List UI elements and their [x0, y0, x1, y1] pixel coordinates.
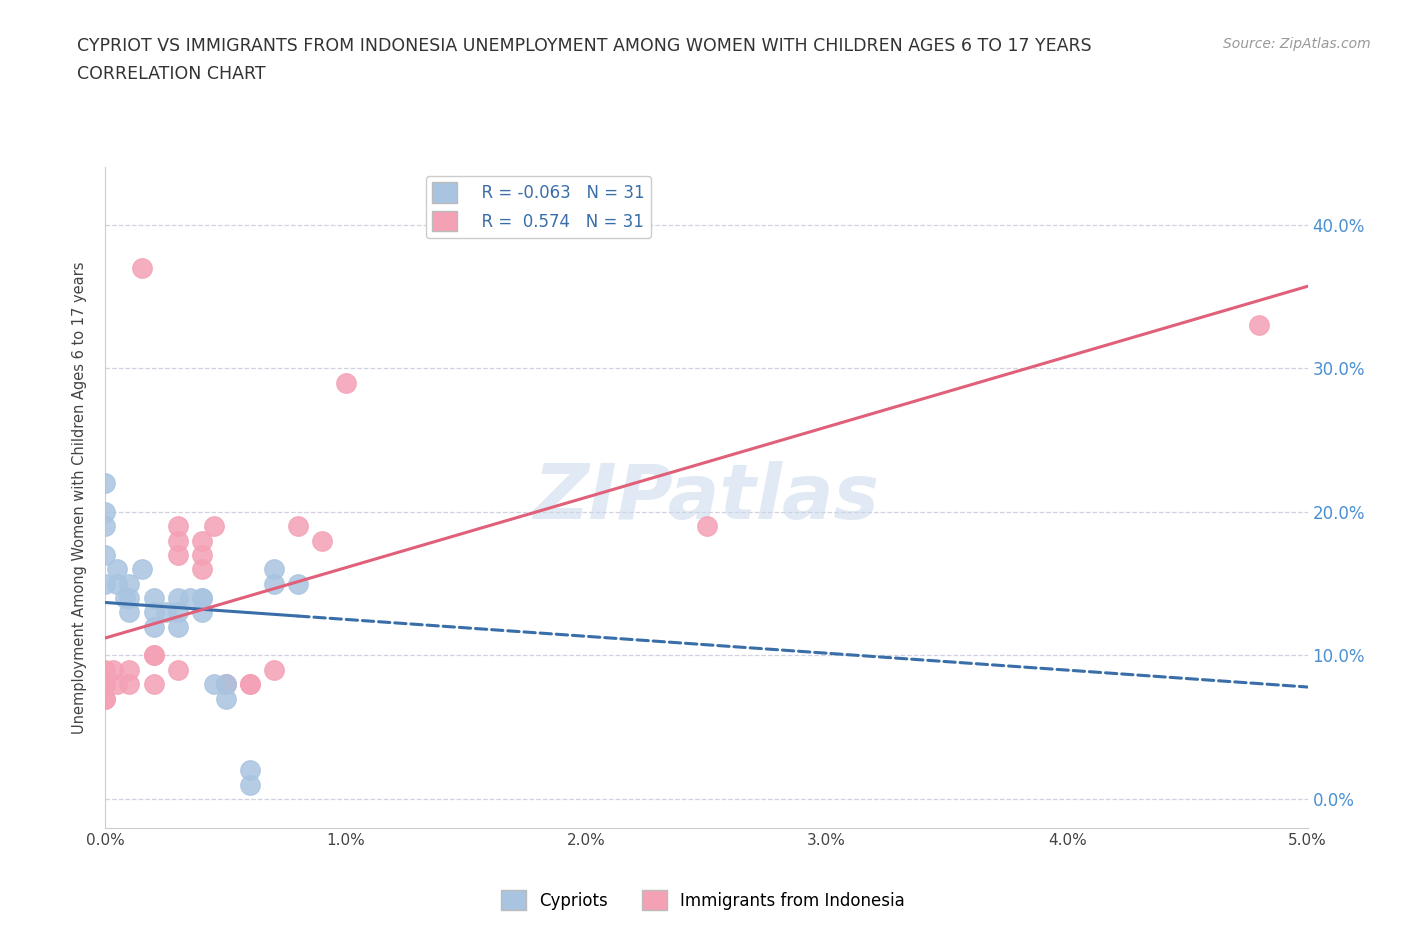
Point [94, 577, 117, 591]
Legend:   R = -0.063   N = 31,   R =  0.574   N = 31: R = -0.063 N = 31, R = 0.574 N = 31 [426, 176, 651, 238]
Point [155, 604, 177, 619]
Point [263, 562, 285, 577]
Point [107, 577, 129, 591]
Point [202, 677, 225, 692]
Point [94, 662, 117, 677]
Point [311, 533, 333, 548]
Point [287, 577, 309, 591]
Point [118, 591, 141, 605]
Point [696, 519, 718, 534]
Text: Source: ZipAtlas.com: Source: ZipAtlas.com [1223, 37, 1371, 51]
Point [1249, 318, 1271, 333]
Point [166, 519, 188, 534]
Point [166, 604, 188, 619]
Point [142, 648, 165, 663]
Point [166, 548, 188, 563]
Point [107, 677, 129, 692]
Y-axis label: Unemployment Among Women with Children Ages 6 to 17 years: Unemployment Among Women with Children A… [72, 261, 87, 734]
Point [179, 591, 201, 605]
Point [214, 677, 236, 692]
Point [94, 504, 117, 519]
Point [101, 662, 124, 677]
Point [166, 533, 188, 548]
Text: CYPRIOT VS IMMIGRANTS FROM INDONESIA UNEMPLOYMENT AMONG WOMEN WITH CHILDREN AGES: CYPRIOT VS IMMIGRANTS FROM INDONESIA UNE… [77, 37, 1092, 55]
Point [142, 604, 165, 619]
Text: ZIPatlas: ZIPatlas [533, 460, 880, 535]
Point [263, 577, 285, 591]
Point [118, 662, 141, 677]
Point [94, 548, 117, 563]
Point [214, 677, 236, 692]
Point [263, 662, 285, 677]
Point [190, 591, 212, 605]
Point [142, 677, 165, 692]
Point [335, 376, 357, 391]
Point [166, 619, 188, 634]
Point [118, 577, 141, 591]
Text: CORRELATION CHART: CORRELATION CHART [77, 65, 266, 83]
Point [190, 604, 212, 619]
Point [131, 260, 153, 275]
Point [114, 591, 136, 605]
Point [94, 691, 117, 706]
Point [190, 562, 212, 577]
Legend: Cypriots, Immigrants from Indonesia: Cypriots, Immigrants from Indonesia [495, 884, 911, 917]
Point [94, 691, 117, 706]
Point [166, 662, 188, 677]
Point [239, 777, 262, 792]
Point [239, 677, 262, 692]
Point [94, 677, 117, 692]
Point [142, 648, 165, 663]
Point [214, 691, 236, 706]
Point [190, 591, 212, 605]
Point [166, 591, 188, 605]
Point [142, 591, 165, 605]
Point [190, 533, 212, 548]
Point [94, 519, 117, 534]
Point [107, 562, 129, 577]
Point [202, 519, 225, 534]
Point [118, 677, 141, 692]
Point [239, 763, 262, 777]
Point [94, 476, 117, 491]
Point [118, 604, 141, 619]
Point [239, 677, 262, 692]
Point [287, 519, 309, 534]
Point [190, 548, 212, 563]
Point [131, 562, 153, 577]
Point [94, 677, 117, 692]
Point [214, 677, 236, 692]
Point [142, 619, 165, 634]
